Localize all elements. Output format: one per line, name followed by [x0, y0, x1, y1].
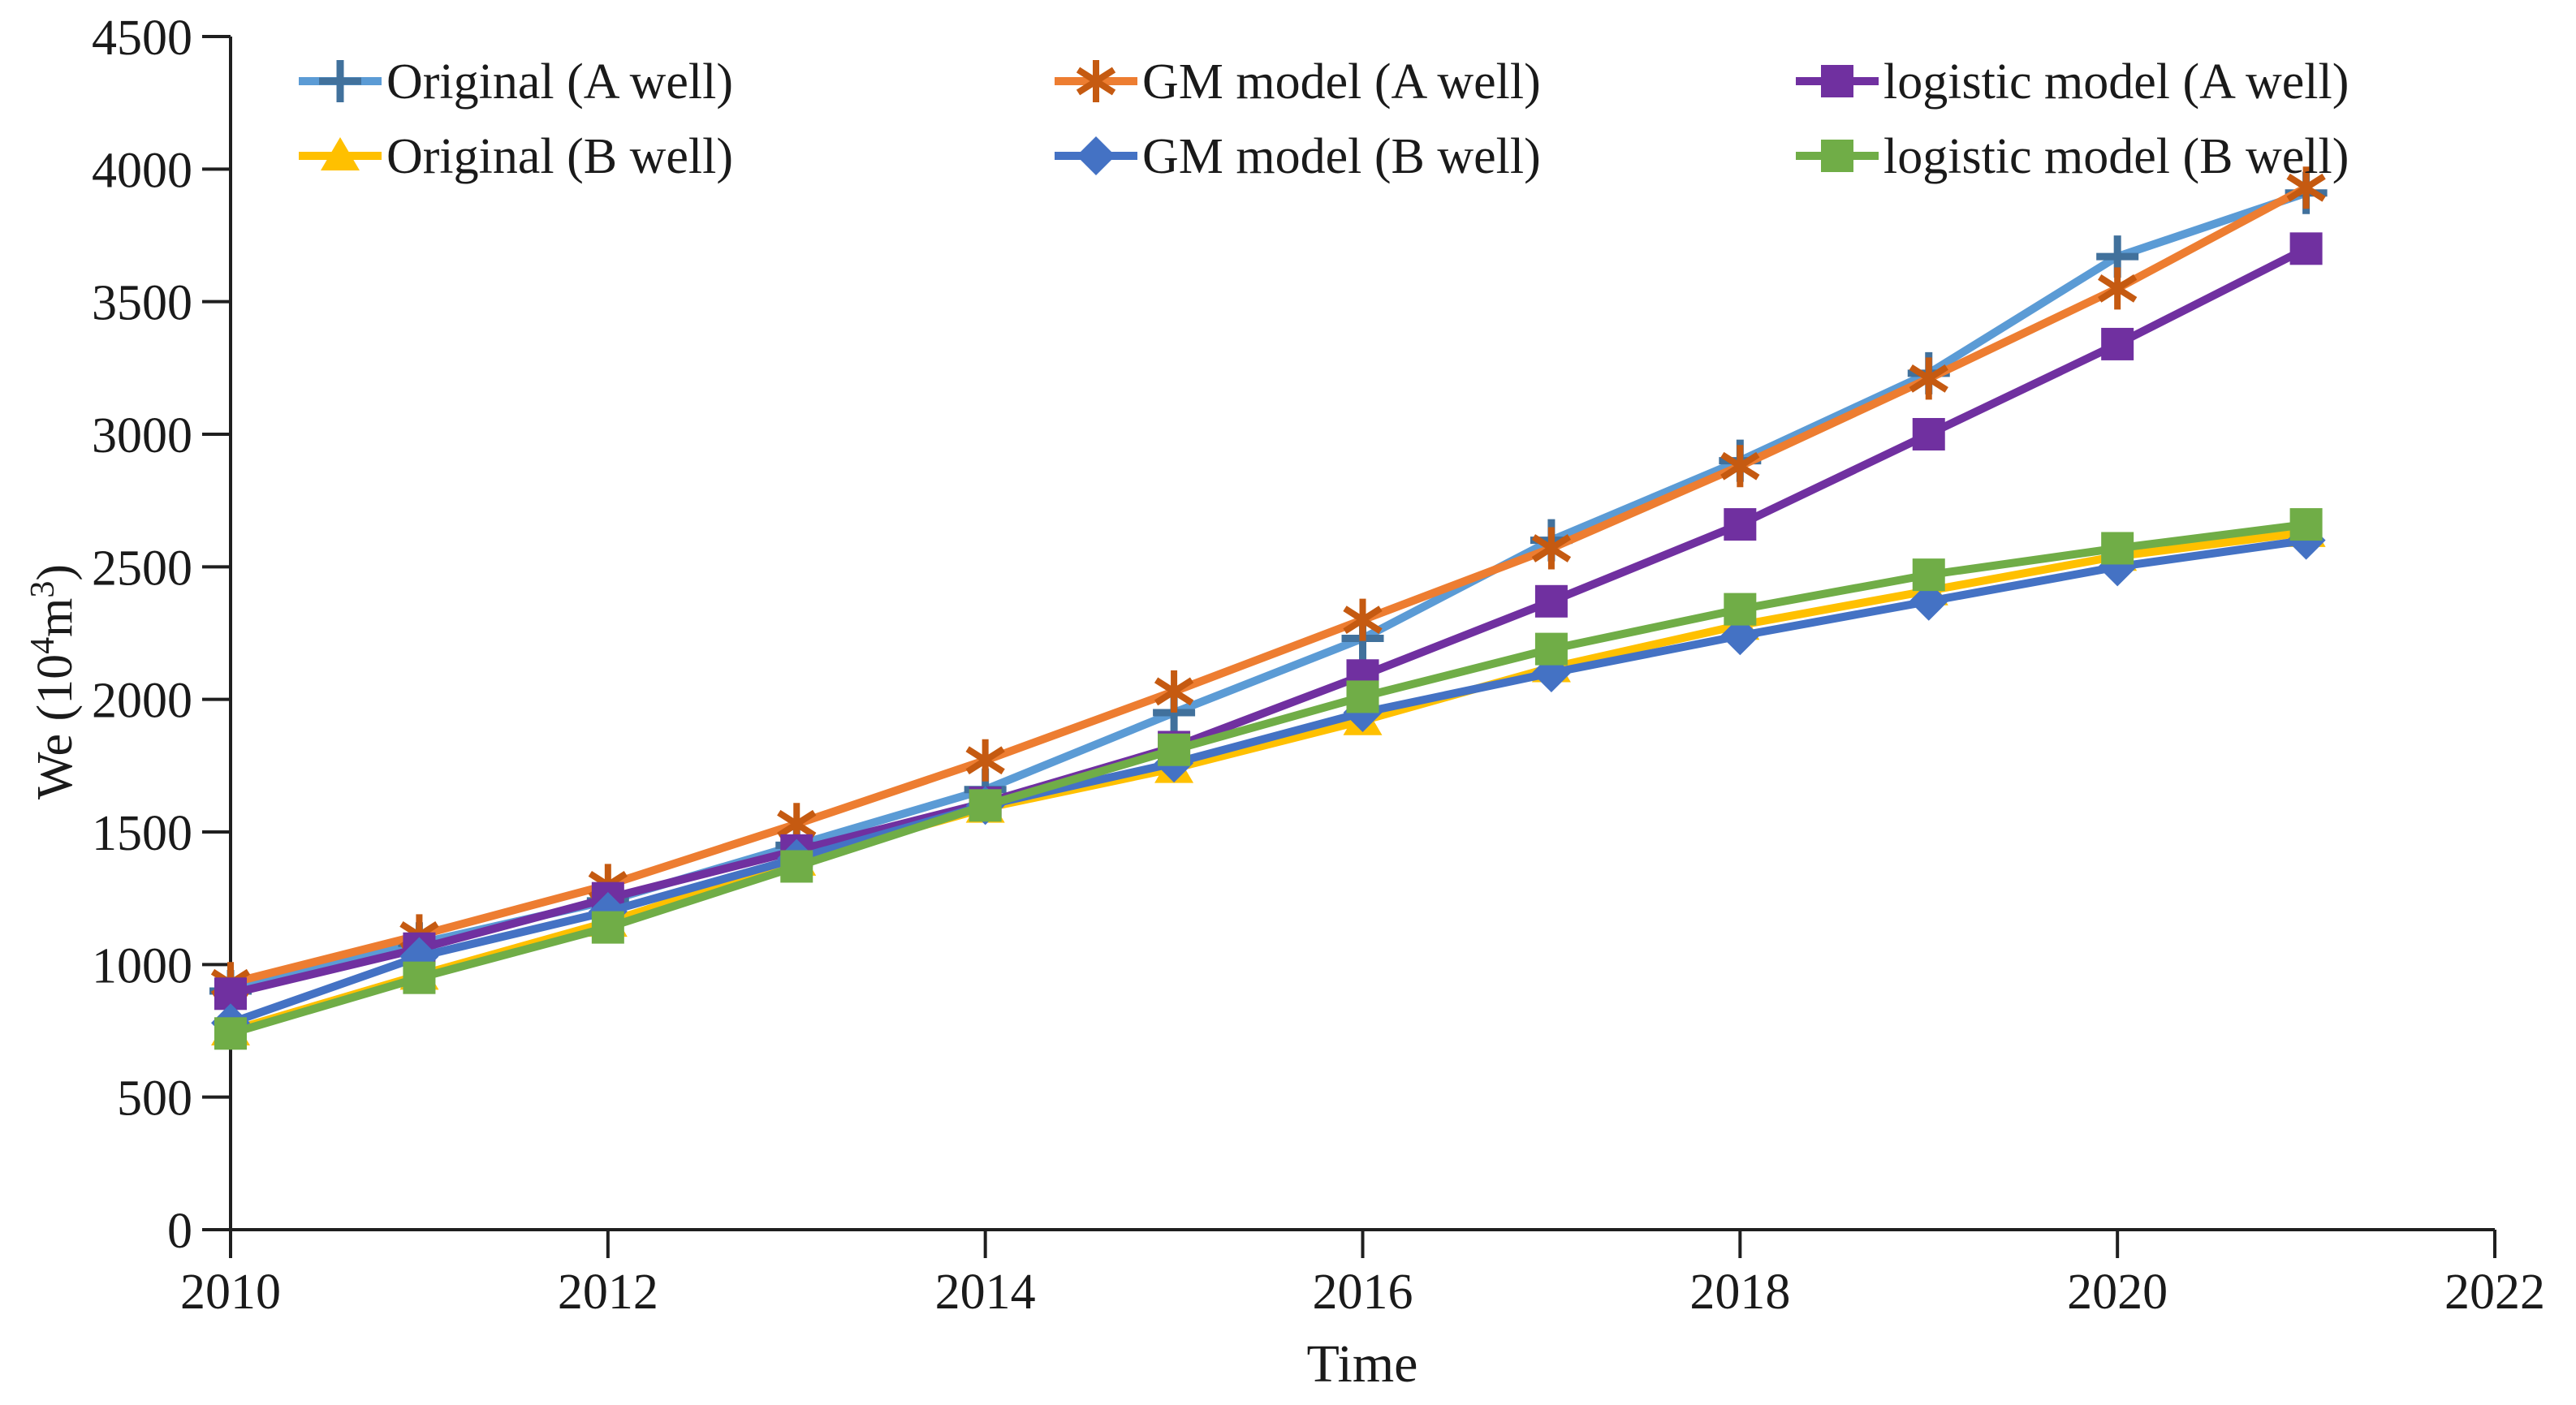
- data-point-marker: [969, 789, 1002, 822]
- y-tick-label: 2000: [92, 674, 192, 729]
- data-point-marker: [1534, 584, 1568, 618]
- x-tick-label: 2018: [1689, 1265, 1790, 1320]
- data-point-marker: [1724, 508, 1757, 541]
- axes-layer: 0 500 1000 1500 2000 2500 3000 3500 4000 4500 2010…: [92, 11, 2545, 1320]
- data-point-marker: [780, 850, 813, 883]
- legend-marker: [1821, 140, 1853, 172]
- x-tick-label: 2010: [180, 1265, 281, 1320]
- data-point-marker: [2289, 508, 2323, 541]
- series-line: [227, 536, 2311, 1028]
- x-tick-label: 2020: [2067, 1265, 2168, 1320]
- legend-item: GM model (B well): [1055, 129, 1541, 184]
- legend-item: logistic model (A well): [1796, 54, 2349, 110]
- x-axis-title: Time: [1307, 1334, 1418, 1394]
- y-tick-label: 1000: [92, 938, 192, 993]
- series-line: [227, 183, 2311, 988]
- y-tick-label: 2500: [92, 541, 192, 596]
- y-tick-label: 0: [167, 1204, 192, 1259]
- legend-marker: [1821, 65, 1853, 97]
- data-point-marker: [591, 911, 624, 944]
- data-point-marker: [1158, 733, 1191, 766]
- legend-label: GM model (B well): [1142, 129, 1541, 184]
- x-tick-label: 2014: [935, 1265, 1036, 1320]
- y-tick-label: 3500: [92, 276, 192, 331]
- y-tick-label: 3000: [92, 408, 192, 463]
- series-line: [227, 520, 2311, 1038]
- data-point-marker: [2098, 267, 2138, 310]
- series-3: [211, 513, 2326, 1045]
- series-5: [214, 508, 2323, 1050]
- data-point-marker: [1912, 558, 1945, 592]
- data-point-marker: [1909, 581, 1948, 621]
- x-tick-label: 2016: [1313, 1265, 1413, 1320]
- data-point-marker: [1343, 598, 1383, 641]
- legend-marker: [1077, 136, 1115, 175]
- data-point-marker: [1154, 670, 1194, 713]
- series-4: [211, 520, 2326, 1043]
- legend-label: logistic model (A well): [1883, 54, 2349, 110]
- data-point-marker: [1912, 418, 1945, 450]
- x-tick-label: 2022: [2444, 1265, 2545, 1320]
- legend-item: Original (A well): [299, 54, 733, 110]
- legend-label: logistic model (B well): [1883, 129, 2349, 184]
- data-point-marker: [1720, 445, 1760, 488]
- x-tick-label: 2012: [558, 1265, 658, 1320]
- data-point-marker: [1534, 632, 1568, 666]
- legend-label: Original (B well): [386, 129, 733, 184]
- legend-label: Original (A well): [386, 54, 733, 110]
- series-0: [209, 171, 2328, 1012]
- legend-marker: [319, 60, 361, 102]
- data-point-marker: [1531, 527, 1572, 570]
- legend-item: logistic model (B well): [1796, 129, 2349, 184]
- y-tick-label: 1500: [92, 806, 192, 861]
- data-point-marker: [1720, 616, 1760, 656]
- y-tick-label: 500: [117, 1071, 192, 1127]
- data-point-marker: [214, 1017, 247, 1050]
- legend-item: Original (B well): [299, 129, 733, 184]
- data-point-marker: [1909, 357, 1948, 400]
- series-line: [227, 244, 2311, 998]
- series-line: [227, 528, 2311, 1035]
- legend-layer: Original (A well) GM model (A well) logist…: [299, 54, 2349, 184]
- y-tick-label: 4500: [92, 11, 192, 66]
- data-point-marker: [2101, 532, 2134, 565]
- data-point-marker: [2289, 232, 2323, 265]
- series-layer: [209, 166, 2328, 1050]
- y-axis-title: We (104​m3​): [24, 564, 83, 799]
- y-tick-label: 4000: [92, 143, 192, 198]
- data-point-marker: [1346, 680, 1379, 713]
- series-2: [214, 232, 2323, 1011]
- data-point-marker: [2286, 166, 2326, 209]
- legend-marker: [1076, 60, 1116, 102]
- data-point-marker: [1724, 593, 1757, 626]
- legend-label: GM model (A well): [1142, 54, 1541, 110]
- data-point-marker: [403, 961, 436, 994]
- legend-marker: [321, 137, 360, 170]
- data-point-marker: [965, 739, 1005, 782]
- data-point-marker: [2101, 327, 2134, 360]
- legend-item: GM model (A well): [1055, 54, 1541, 110]
